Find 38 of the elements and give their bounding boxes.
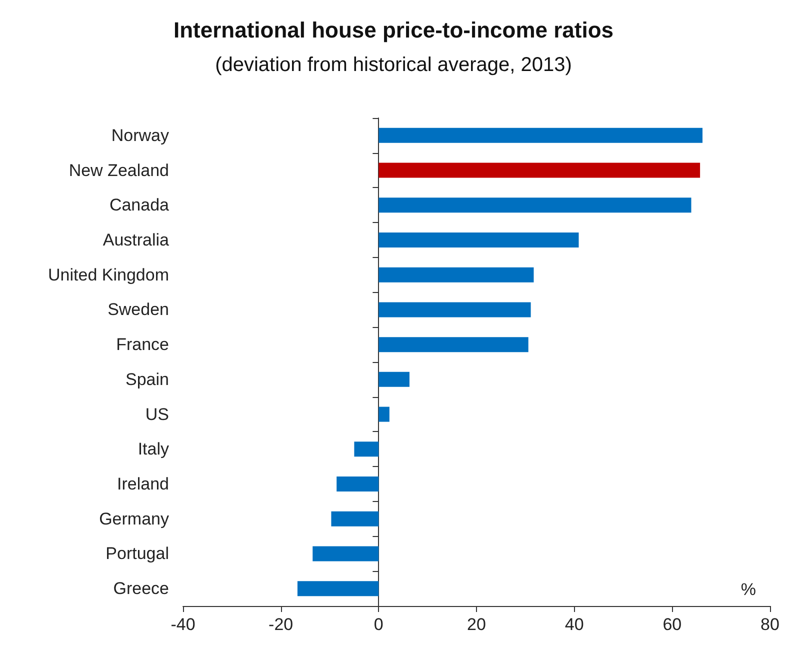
x-axis-title: % [740, 580, 756, 599]
y-tick-label: Norway [111, 126, 170, 145]
y-tick-label: New Zealand [68, 160, 169, 180]
x-tick-label: 20 [467, 615, 486, 634]
x-tick-label: 40 [564, 615, 584, 634]
y-tick-label: Greece [113, 579, 169, 598]
bar [297, 581, 379, 596]
chart-title: International house price-to-income ratios [173, 18, 614, 42]
x-tick-label: 80 [760, 615, 780, 634]
y-tick-label: Portugal [106, 544, 169, 564]
bar [331, 511, 379, 526]
bar [354, 442, 379, 457]
x-tick-label: 60 [662, 615, 682, 634]
x-tick-label: -40 [170, 615, 196, 634]
bar [378, 267, 534, 282]
bar [378, 232, 579, 248]
bar [378, 128, 702, 143]
chart-subtitle: (deviation from historical average, 2013) [215, 54, 572, 76]
bar [336, 476, 379, 492]
y-tick-label: Germany [99, 509, 170, 528]
bar [378, 302, 531, 318]
bar [378, 406, 390, 422]
bar [378, 198, 692, 213]
bar [378, 162, 700, 178]
y-tick-label: US [145, 404, 169, 424]
y-tick-label: Canada [109, 196, 170, 215]
y-tick-label: Italy [138, 440, 170, 459]
y-tick-label: Sweden [108, 300, 169, 320]
x-tick-label: -20 [268, 615, 294, 634]
bar [378, 337, 528, 352]
y-tick-label: Spain [126, 370, 169, 389]
bar [378, 372, 410, 387]
y-tick-label: Australia [102, 230, 170, 250]
bar [312, 546, 379, 562]
y-tick-label: Ireland [117, 474, 169, 494]
y-tick-label: France [116, 335, 169, 354]
y-tick-label: United Kingdom [48, 265, 169, 284]
x-tick-label: 0 [374, 615, 384, 634]
